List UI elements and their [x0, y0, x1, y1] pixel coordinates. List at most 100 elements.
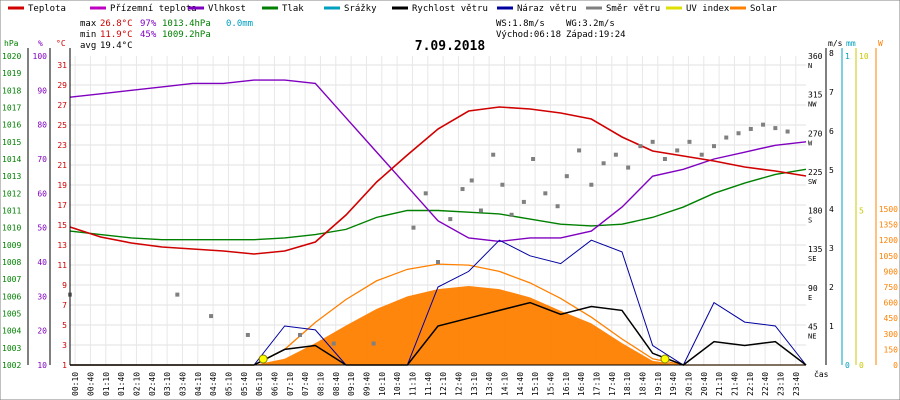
ms-tick-label: 3 — [829, 244, 834, 253]
time-tick-label: 05:10 — [224, 372, 233, 396]
hpa-tick-label: 1002 — [2, 361, 21, 370]
hpa-tick-label: 1007 — [2, 275, 21, 284]
time-tick-label: 13:40 — [485, 372, 494, 396]
hpa-tick-label: 1018 — [2, 86, 21, 95]
legend-item: Směr větru — [586, 4, 660, 14]
wind-dir-point — [521, 199, 526, 204]
wind-dir-point — [371, 341, 376, 346]
ms-tick-label: 8 — [829, 49, 834, 58]
wind-dir-point — [650, 139, 655, 144]
temp-tick-label: 5 — [62, 321, 67, 330]
time-tick-label: 05:40 — [240, 372, 249, 396]
legend: Teplota Přízemní teplota Vlhkost Tlak Srážky… — [8, 4, 778, 14]
legend-item: Vlhkost — [188, 4, 246, 14]
hpa-tick-label: 1020 — [2, 52, 21, 61]
dir-tick-compass: E — [808, 294, 812, 302]
pct-tick-label: 10 — [37, 361, 47, 370]
temp-tick-label: 23 — [57, 141, 67, 150]
wind-dir-point — [491, 152, 496, 157]
w-tick-label: 600 — [884, 299, 899, 308]
pct-tick-label: 70 — [37, 155, 47, 164]
wind-direction-series — [68, 122, 790, 346]
temp-tick-label: 1 — [62, 361, 67, 370]
legend-label: Teplota — [28, 4, 66, 14]
ms-tick-label: 5 — [829, 166, 834, 175]
hpa-tick-label: 1006 — [2, 292, 21, 301]
time-tick-label: 03:40 — [178, 372, 187, 396]
time-tick-label: 01:40 — [117, 372, 126, 396]
hpa-tick-label: 1019 — [2, 69, 21, 78]
temp-tick-label: 9 — [62, 281, 67, 290]
w-tick-label: 300 — [884, 330, 899, 339]
legend-item: Tlak — [262, 4, 304, 14]
hpa-tick-label: 1003 — [2, 344, 21, 353]
dir-tick-deg: 90 — [808, 284, 818, 293]
wind-dir-point — [675, 148, 680, 153]
time-tick-label: 23:10 — [776, 372, 785, 396]
wind-dir-point — [500, 182, 505, 187]
wind-dir-point — [564, 174, 569, 179]
pct-tick-label: 90 — [37, 86, 47, 95]
time-tick-label: 07:40 — [301, 372, 310, 396]
time-tick-label: 15:40 — [546, 372, 555, 396]
uv-tick-label: 10 — [859, 52, 869, 61]
pct-tick-label: 20 — [37, 327, 47, 336]
unit-mm: mm — [846, 39, 856, 48]
legend-label: Směr větru — [606, 4, 660, 14]
wind-dir-point — [209, 314, 214, 319]
w-tick-label: 1200 — [879, 236, 898, 245]
wind-dir-point — [411, 225, 416, 230]
stat-min-press: 1009.2hPa — [162, 30, 211, 40]
ms-tick-label: 6 — [829, 127, 834, 136]
w-tick-label: 1350 — [879, 221, 898, 230]
hpa-tick-label: 1004 — [2, 327, 21, 336]
time-tick-label: 16:40 — [577, 372, 586, 396]
stats-block: max 26.8°C 97% 1013.4hPa 0.0mm min 11.9°… — [80, 19, 626, 54]
wind-dir-point — [761, 122, 766, 127]
time-tick-label: 00:40 — [86, 372, 95, 396]
time-tick-label: 10:10 — [378, 372, 387, 396]
legend-label: Náraz větru — [517, 4, 577, 14]
legend-item: Náraz větru — [497, 4, 577, 14]
time-tick-label: 08:40 — [332, 372, 341, 396]
pct-tick-label: 60 — [37, 189, 47, 198]
time-tick-label: 13:10 — [470, 372, 479, 396]
hpa-tick-label: 1012 — [2, 189, 21, 198]
wind-dir-point — [699, 152, 704, 157]
time-tick-label: 01:10 — [102, 372, 111, 396]
dir-tick-deg: 135 — [808, 245, 823, 254]
wind-dir-point — [601, 161, 606, 166]
time-tick-label: 10:40 — [393, 372, 402, 396]
time-tick-label: 21:40 — [730, 372, 739, 396]
legend-label: Tlak — [282, 4, 304, 14]
w-tick-label: 750 — [884, 283, 899, 292]
sunrise-marker — [258, 354, 268, 364]
hpa-tick-label: 1005 — [2, 310, 21, 319]
wind-dir-point — [555, 204, 560, 209]
time-tick-label: 08:10 — [316, 372, 325, 396]
dir-tick-compass: NE — [808, 332, 816, 340]
stat-max-temp: 26.8°C — [100, 19, 133, 29]
dir-tick-compass: SW — [808, 178, 817, 186]
time-tick-label: 19:10 — [654, 372, 663, 396]
time-tick-label: 04:40 — [209, 372, 218, 396]
wind-dir-point — [724, 135, 729, 140]
time-tick-label: 15:10 — [531, 372, 540, 396]
series-vlhkost — [69, 79, 807, 243]
legend-item: Srážky — [324, 4, 377, 14]
dir-tick-compass: S — [808, 217, 812, 225]
sunset-marker — [660, 354, 670, 364]
hpa-tick-label: 1016 — [2, 121, 21, 130]
ms-tick-label: 7 — [829, 88, 834, 97]
wind-dir-point — [687, 139, 692, 144]
temp-tick-label: 29 — [57, 81, 67, 90]
info-sunset: Západ:19:24 — [566, 30, 626, 40]
pct-tick-label: 30 — [37, 292, 47, 301]
hpa-tick-label: 1010 — [2, 224, 21, 233]
wind-dir-point — [736, 131, 741, 136]
time-tick-label: 09:10 — [347, 372, 356, 396]
temp-tick-label: 25 — [57, 121, 67, 130]
unit-ms: m/s — [828, 39, 843, 48]
time-tick-label: 06:40 — [270, 372, 279, 396]
